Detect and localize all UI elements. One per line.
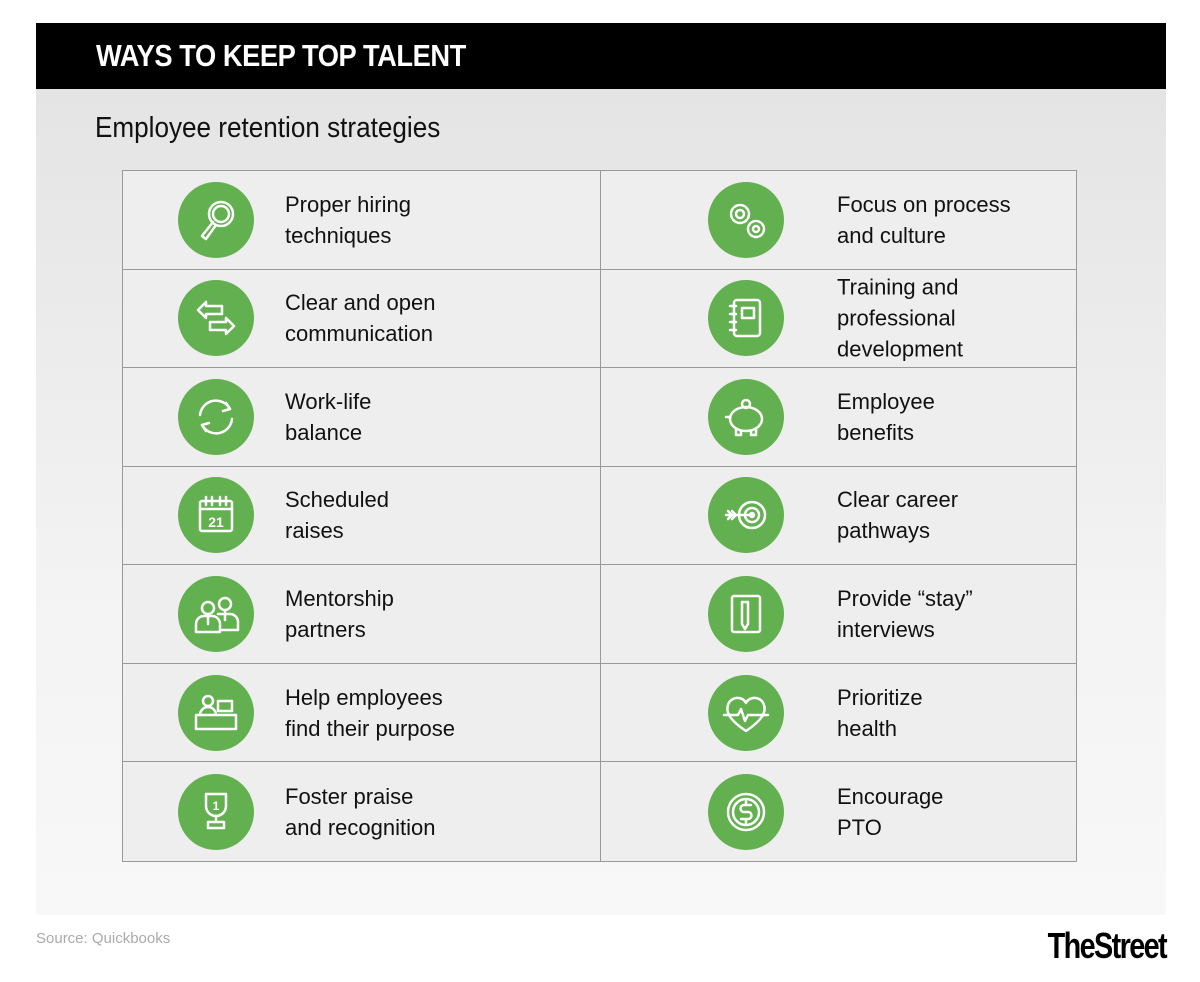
- strategy-cell: 21 Scheduled raises: [123, 466, 601, 566]
- trophy-icon: 1: [178, 773, 254, 850]
- strategy-label: Focus on process and culture: [837, 191, 1011, 248]
- strategy-label: Foster praise and recognition: [285, 783, 436, 840]
- header-bar: WAYS TO KEEP TOP TALENT: [36, 23, 1166, 89]
- gears-icon: [708, 181, 784, 258]
- strategy-cell: Employee benefits: [601, 368, 1076, 467]
- strategies-table: Proper hiring techniques Focus on process…: [122, 170, 1077, 862]
- piggy-bank-icon: [708, 378, 784, 455]
- svg-text:1: 1: [213, 799, 220, 813]
- two-people-icon: [178, 576, 254, 653]
- strategy-label: Clear career pathways: [837, 487, 959, 544]
- strategy-cell: Provide “stay” interviews: [601, 565, 1076, 664]
- strategy-cell: Clear and open communication: [123, 269, 601, 369]
- strategy-label: Scheduled raises: [285, 487, 389, 544]
- strategy-cell: Clear career pathways: [601, 467, 1076, 566]
- thestreet-logo: TheStreet: [1047, 925, 1168, 966]
- cycle-arrows-icon: [178, 378, 254, 455]
- strategy-cell: Focus on process and culture: [601, 171, 1076, 270]
- calendar-icon: 21: [178, 477, 254, 554]
- strategy-cell: Work-life balance: [123, 368, 601, 467]
- strategy-cell: Help employees find their purpose: [123, 663, 601, 763]
- strategy-cell: Training and professional development: [601, 270, 1076, 369]
- strategy-cell: Proper hiring techniques: [123, 171, 601, 270]
- heart-pulse-icon: [708, 674, 784, 751]
- subtitle: Employee retention strategies: [95, 112, 441, 144]
- target-arrow-icon: [708, 477, 784, 554]
- dollar-coin-icon: [708, 773, 784, 850]
- strategy-label: Training and professional development: [837, 274, 963, 362]
- strategy-label: Work-life balance: [285, 388, 372, 445]
- strategy-label: Prioritize health: [837, 684, 923, 741]
- strategy-cell: Prioritize health: [601, 664, 1076, 763]
- strategy-label: Proper hiring techniques: [285, 191, 411, 248]
- strategy-label: Employee benefits: [837, 388, 935, 445]
- strategy-label: Clear and open communication: [285, 290, 436, 347]
- strategy-label: Help employees find their purpose: [285, 684, 455, 741]
- magnifier-icon: [178, 181, 254, 258]
- notepad-pencil-icon: [708, 576, 784, 653]
- strategy-cell: Mentorship partners: [123, 565, 601, 664]
- strategy-label: Mentorship partners: [285, 586, 394, 643]
- strategy-label: Encourage PTO: [837, 783, 944, 840]
- strategy-cell: 1 Foster praise and recognition: [123, 762, 601, 861]
- notebook-icon: [708, 280, 784, 357]
- person-at-desk-icon: [178, 674, 254, 751]
- svg-text:21: 21: [208, 514, 224, 530]
- page-title: WAYS TO KEEP TOP TALENT: [96, 38, 466, 73]
- strategy-cell: Encourage PTO: [601, 762, 1076, 861]
- arrows-exchange-icon: [178, 280, 254, 357]
- strategy-label: Provide “stay” interviews: [837, 586, 973, 643]
- source-note: Source: Quickbooks: [36, 930, 171, 947]
